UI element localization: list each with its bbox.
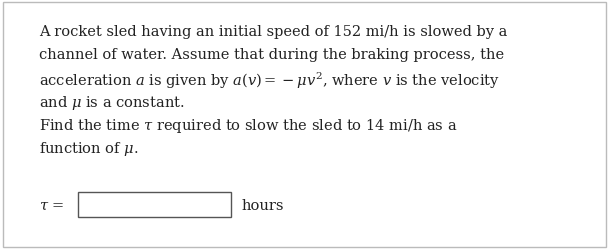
Text: $\tau$ =: $\tau$ = [39, 198, 65, 212]
Text: acceleration $a$ is given by $a(v) = -\mu v^2$, where $v$ is the velocity: acceleration $a$ is given by $a(v) = -\m… [39, 70, 500, 91]
FancyBboxPatch shape [3, 3, 606, 247]
Text: and $\mu$ is a constant.: and $\mu$ is a constant. [39, 94, 185, 111]
Text: channel of water. Assume that during the braking process, the: channel of water. Assume that during the… [39, 48, 504, 62]
FancyBboxPatch shape [78, 192, 231, 217]
Text: function of $\mu$.: function of $\mu$. [39, 139, 138, 157]
Text: hours: hours [242, 198, 284, 212]
Text: A rocket sled having an initial speed of 152 mi/h is slowed by a: A rocket sled having an initial speed of… [39, 25, 507, 39]
Text: Find the time $\tau$ required to slow the sled to 14 mi/h as a: Find the time $\tau$ required to slow th… [39, 116, 457, 134]
